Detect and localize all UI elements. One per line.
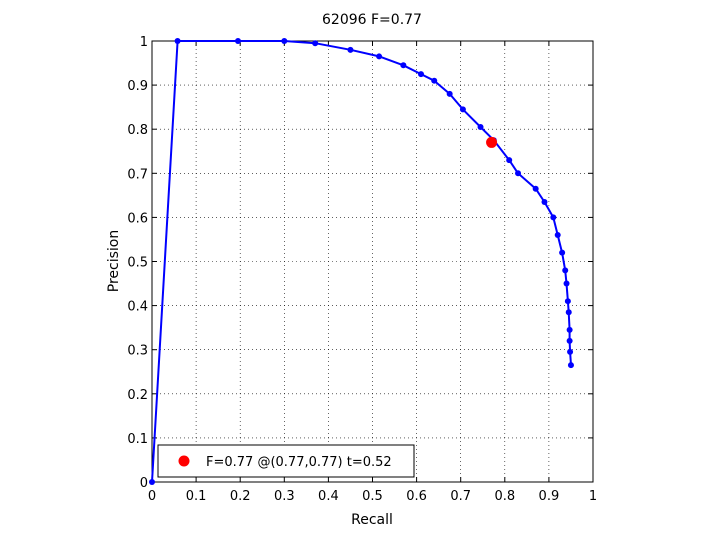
ticks: 0 0.1 0.2 0.3 0.4 0.5 0.6 0.7 0.8 0.9 1 0 0.1 0.2 0.3 0…: [127, 35, 597, 504]
x-tick-label: 0.7: [450, 489, 471, 504]
y-tick-label: 0.6: [127, 211, 148, 226]
pr-curve-point: [418, 71, 425, 78]
pr-curve-point: [312, 40, 319, 47]
y-tick-label: 0.7: [127, 167, 148, 182]
y-tick-label: 0.5: [127, 256, 148, 271]
x-tick-label: 0: [148, 489, 156, 504]
series: [149, 38, 574, 485]
y-tick-label: 0.4: [127, 300, 148, 315]
y-tick-label: 0.2: [127, 388, 148, 403]
x-tick-label: 0.3: [274, 489, 295, 504]
pr-curve-point: [562, 267, 569, 274]
legend-entry: F=0.77 @(0.77,0.77) t=0.52: [206, 455, 392, 470]
x-tick-label: 0.1: [186, 489, 207, 504]
pr-curve-point: [564, 298, 571, 305]
pr-curve-point: [234, 38, 241, 44]
pr-curve-point: [459, 106, 466, 113]
y-tick-label: 0: [140, 476, 148, 491]
pr-curve-point: [431, 77, 438, 84]
pr-curve-point: [515, 170, 522, 177]
x-tick-label: 0.6: [406, 489, 427, 504]
pr-curve-point: [281, 38, 288, 44]
x-tick-label: 0.8: [494, 489, 515, 504]
grid: [152, 41, 593, 482]
chart-title: 62096 F=0.77: [322, 12, 422, 28]
pr-curve-point: [559, 249, 566, 256]
legend: F=0.77 @(0.77,0.77) t=0.52: [157, 444, 415, 478]
pr-curve-point: [149, 479, 155, 485]
pr-curve-point: [563, 280, 570, 287]
pr-curve-point: [565, 309, 572, 316]
pr-curve-point: [566, 337, 573, 344]
legend-marker: [178, 455, 190, 467]
pr-curve-point: [550, 214, 557, 221]
y-tick-label: 1: [140, 35, 148, 50]
y-axis-label: Precision: [106, 230, 122, 292]
pr-curve-point: [541, 198, 548, 205]
pr-curve-point: [347, 46, 354, 53]
x-axis-label: Recall: [351, 512, 393, 528]
y-tick-label: 0.1: [127, 432, 148, 447]
x-tick-label: 0.2: [230, 489, 251, 504]
x-tick-label: 0.4: [318, 489, 339, 504]
pr-curve-point: [554, 232, 561, 239]
pr-curve-point: [174, 38, 181, 44]
x-tick-label: 1: [589, 489, 597, 504]
pr-curve-point: [400, 62, 407, 69]
best-f-point: [486, 136, 498, 148]
pr-curve-point: [506, 157, 513, 164]
pr-curve-point: [477, 123, 484, 130]
pr-curve-point: [446, 90, 453, 97]
y-tick-label: 0.3: [127, 344, 148, 359]
legend-box: [157, 444, 415, 478]
pr-curve-point: [532, 185, 539, 192]
x-tick-label: 0.5: [362, 489, 383, 504]
pr-curve-point: [567, 348, 574, 355]
pr-curve-point: [567, 362, 574, 369]
pr-curve-point: [376, 53, 383, 60]
pr-curve-point: [566, 326, 573, 333]
x-tick-label: 0.9: [539, 489, 560, 504]
y-tick-label: 0.9: [127, 79, 148, 94]
y-tick-label: 0.8: [127, 123, 148, 138]
